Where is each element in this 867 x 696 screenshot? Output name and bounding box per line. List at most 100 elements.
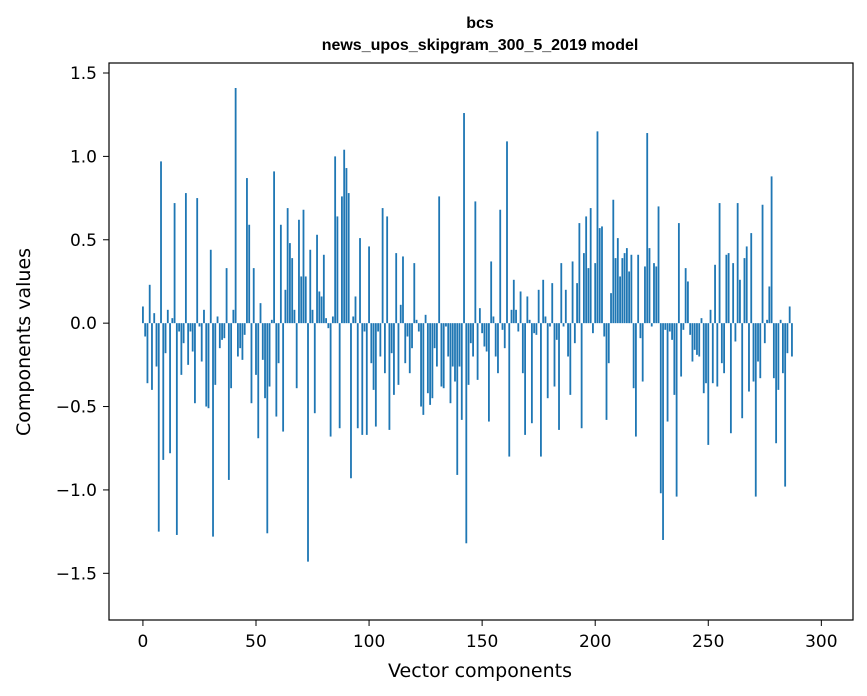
bar-component-91 (347, 193, 350, 324)
bar-component-73 (307, 323, 309, 562)
bar-component-179 (546, 323, 549, 399)
y-tick-label: 0.5 (70, 231, 97, 251)
bar-component-59 (275, 323, 278, 417)
bar-component-245 (696, 323, 698, 355)
bar-component-1 (144, 323, 147, 337)
bar-component-8 (160, 161, 162, 324)
bar-component-182 (553, 323, 556, 387)
bar-component-94 (354, 296, 357, 324)
bar-component-138 (454, 323, 456, 382)
bar-component-247 (700, 318, 703, 324)
bar-component-249 (705, 323, 707, 384)
bar-component-193 (578, 223, 581, 324)
bar-component-79 (320, 296, 323, 324)
bar-component-97 (361, 323, 364, 435)
bar-component-259 (727, 253, 730, 324)
bar-component-178 (544, 316, 547, 324)
bar-component-7 (157, 323, 160, 532)
bar-component-221 (641, 323, 644, 382)
bar-component-220 (639, 323, 642, 339)
x-tick-label: 200 (579, 632, 611, 652)
bar-component-189 (569, 323, 572, 395)
bar-component-123 (420, 323, 422, 407)
bar-component-20 (187, 323, 190, 365)
bar-component-276 (766, 319, 768, 324)
y-tick-label: 1.0 (70, 147, 97, 167)
bar-component-55 (266, 323, 269, 534)
bar-component-184 (558, 323, 560, 430)
bar-component-160 (503, 323, 506, 349)
bar-component-198 (589, 208, 592, 324)
bar-component-33 (216, 316, 219, 324)
bar-component-254 (716, 323, 719, 387)
bar-component-144 (467, 323, 470, 385)
bar-component-72 (304, 276, 307, 324)
x-axis: 0 50 100 150 200 250 300 (138, 620, 838, 652)
bar-component-107 (383, 323, 386, 374)
bar-component-132 (440, 323, 443, 387)
bar-component-248 (702, 323, 705, 394)
bar-component-241 (687, 281, 689, 324)
bar-component-235 (673, 323, 676, 395)
bar-component-287 (791, 323, 793, 357)
x-axis-label: Vector components (388, 660, 572, 682)
bar-component-278 (770, 176, 773, 324)
bar-component-51 (257, 323, 260, 439)
bar-component-152 (485, 323, 488, 352)
bar-component-261 (732, 263, 735, 324)
bar-component-190 (571, 261, 574, 324)
bar-component-208 (612, 199, 615, 324)
bar-component-188 (567, 323, 569, 357)
bar-component-175 (537, 289, 540, 324)
bar-component-60 (277, 323, 280, 364)
bar-component-213 (623, 253, 626, 324)
bar-component-28 (205, 323, 208, 407)
bar-component-127 (429, 323, 432, 405)
x-tick-label: 250 (692, 632, 724, 652)
bar-component-65 (289, 243, 291, 324)
bar-component-195 (582, 253, 585, 324)
bar-component-25 (198, 323, 201, 327)
bar-component-239 (682, 323, 685, 330)
bar-component-37 (225, 268, 228, 324)
bar-component-162 (508, 323, 511, 457)
bar-component-209 (614, 258, 617, 324)
bar-component-275 (763, 323, 766, 344)
bar-component-143 (465, 323, 468, 544)
bar-component-58 (273, 171, 275, 324)
bar-component-86 (336, 216, 339, 324)
y-tick-label: −1.0 (56, 481, 97, 501)
bar-component-96 (359, 238, 361, 324)
bar-component-120 (413, 263, 416, 324)
bar-component-251 (709, 309, 712, 324)
bar-component-250 (707, 323, 710, 445)
bar-component-14 (173, 203, 176, 324)
bar-component-260 (729, 323, 732, 434)
bar-component-81 (325, 318, 327, 324)
bar-component-166 (517, 323, 520, 332)
bar-component-109 (388, 323, 391, 430)
bar-component-230 (662, 323, 664, 540)
bar-component-270 (752, 323, 755, 382)
bar-component-244 (693, 323, 696, 350)
bar-component-27 (203, 309, 205, 324)
y-tick-label: 0.0 (70, 314, 97, 334)
bar-component-218 (635, 323, 637, 437)
y-axis-label: Components values (13, 248, 35, 436)
bar-component-131 (438, 196, 441, 324)
bar-component-262 (734, 323, 737, 342)
bar-component-74 (309, 249, 312, 324)
bar-component-159 (501, 323, 504, 330)
bar-component-110 (390, 323, 393, 354)
bar-component-211 (619, 276, 621, 324)
bar-component-71 (302, 209, 305, 324)
bar-component-21 (189, 323, 192, 332)
bar-component-115 (402, 256, 404, 324)
bar-component-197 (587, 268, 590, 324)
chart-title: bcs (466, 15, 494, 32)
bar-component-161 (506, 141, 508, 324)
bar-component-52 (259, 303, 262, 324)
bar-component-102 (372, 323, 375, 390)
bar-component-203 (601, 226, 603, 324)
x-tick-label: 0 (138, 632, 149, 652)
